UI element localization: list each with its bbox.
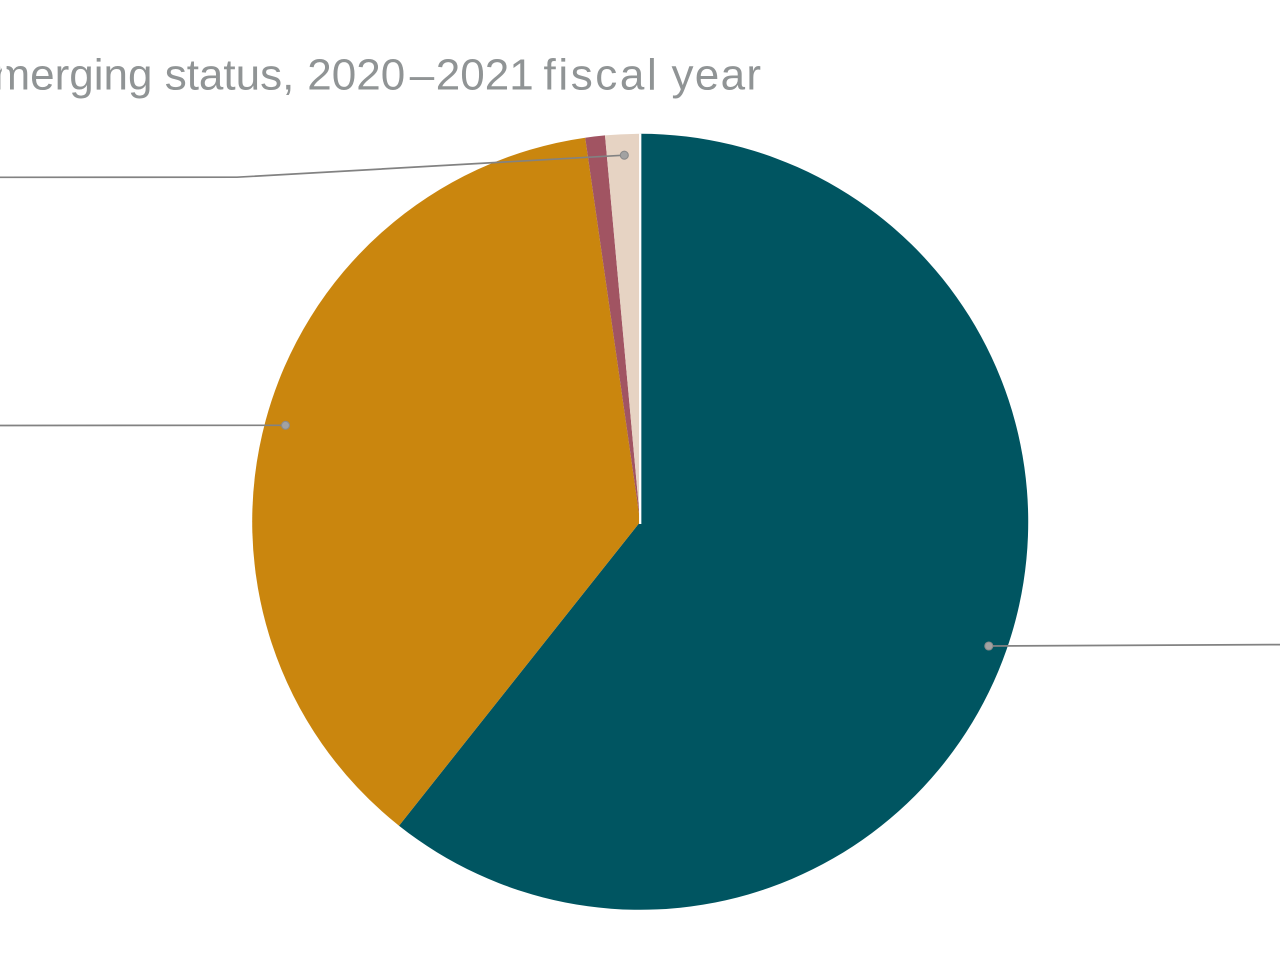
svg-text:merging status,2020–2021fiscal: merging status, 2020 –2021 fiscal year bbox=[0, 51, 762, 100]
